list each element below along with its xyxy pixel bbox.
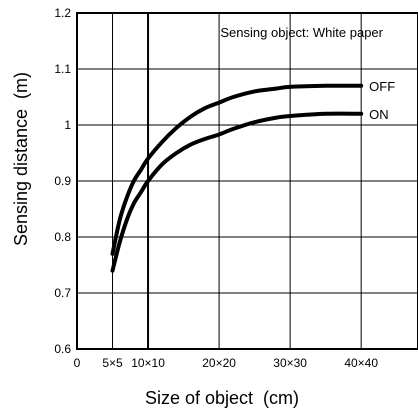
y-axis-title: Sensing distance (m) bbox=[11, 72, 31, 246]
annotation-sensing-object: Sensing object: White paper bbox=[220, 25, 383, 40]
x-tick-labels: 0 5×5 10×10 20×20 30×30 40×40 bbox=[74, 356, 379, 370]
plot-frame bbox=[76, 12, 418, 350]
y-tick-labels: 0.6 0.7 0.8 0.9 1 1.1 1.2 bbox=[54, 6, 71, 356]
y-tick-label: 1 bbox=[64, 118, 71, 132]
x-tick-label: 30×30 bbox=[273, 356, 307, 370]
y-tick-label: 1.1 bbox=[54, 62, 71, 76]
y-tick-label: 0.6 bbox=[54, 342, 71, 356]
x-tick-label: 10×10 bbox=[131, 356, 165, 370]
series-layer bbox=[110, 83, 364, 273]
x-tick-label: 20×20 bbox=[202, 356, 236, 370]
series-line-off bbox=[110, 83, 364, 256]
x-tick-label: 40×40 bbox=[344, 356, 378, 370]
y-tick-label: 1.2 bbox=[54, 6, 71, 20]
y-tick-label: 0.9 bbox=[54, 174, 71, 188]
series-label-off: OFF bbox=[369, 79, 395, 94]
series-line-on bbox=[110, 111, 364, 273]
series-label-on: ON bbox=[369, 107, 389, 122]
y-tick-label: 0.8 bbox=[54, 230, 71, 244]
x-axis-title: Size of object (cm) bbox=[145, 388, 299, 408]
x-tick-label: 0 bbox=[74, 356, 81, 370]
x-tick-label: 5×5 bbox=[102, 356, 123, 370]
grid bbox=[77, 13, 418, 349]
series-labels: OFF ON bbox=[369, 79, 395, 122]
y-tick-label: 0.7 bbox=[54, 286, 71, 300]
